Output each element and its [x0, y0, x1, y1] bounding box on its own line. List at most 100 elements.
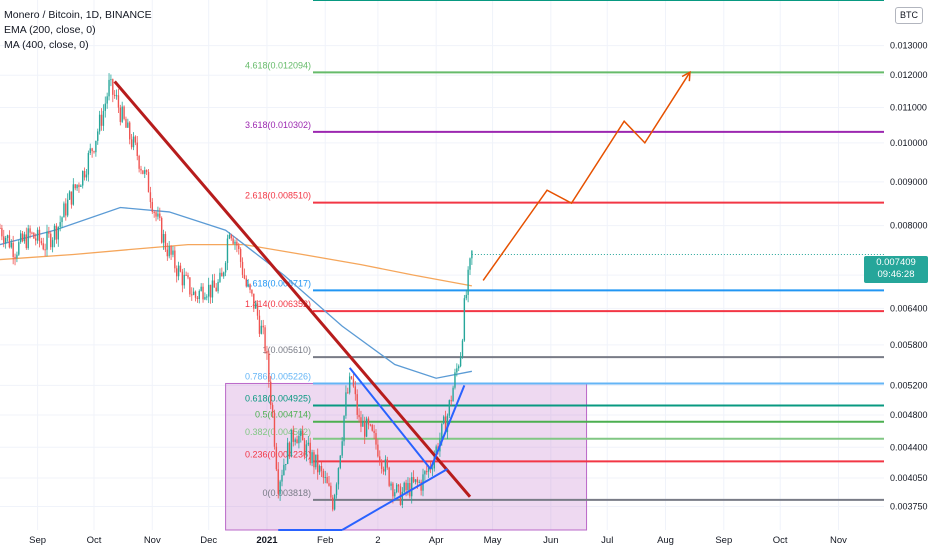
candle-body: [330, 485, 332, 498]
candle: [471, 250, 473, 265]
candle-body: [31, 232, 33, 234]
candle-body: [221, 272, 223, 277]
candle: [89, 143, 91, 156]
candle-body: [172, 250, 174, 255]
candle-body: [247, 284, 249, 286]
candle: [112, 78, 114, 103]
candle-body: [168, 246, 170, 257]
candle: [66, 193, 69, 218]
price-axis-label: 0.010000: [890, 138, 928, 148]
candle-body: [3, 236, 5, 243]
candle-body: [115, 95, 118, 97]
candle: [204, 292, 206, 301]
candle-body: [8, 235, 11, 248]
candle-body: [365, 418, 368, 437]
candle-body: [249, 284, 251, 290]
candle-body: [209, 284, 212, 298]
candle-body: [407, 483, 409, 491]
fib-label: 0.5(0.004714): [255, 410, 311, 420]
indicator-ema[interactable]: EMA (200, close, 0): [4, 24, 96, 36]
candle: [343, 415, 345, 446]
candle: [262, 319, 264, 335]
candle: [6, 234, 9, 242]
candle-body: [65, 203, 67, 216]
candle: [444, 410, 447, 433]
last-price-tag: 0.007409 09:46:28: [864, 256, 928, 283]
candle: [159, 207, 161, 221]
candle: [283, 458, 285, 476]
candle-body: [145, 170, 148, 172]
candle: [414, 479, 417, 485]
candle-body: [352, 378, 355, 387]
candle-body: [19, 233, 22, 243]
candle-body: [254, 303, 257, 309]
candle: [469, 257, 471, 276]
candle-body: [345, 392, 347, 416]
candle: [65, 198, 67, 221]
candle: [192, 287, 195, 296]
candle-body: [198, 290, 200, 299]
candle: [55, 223, 58, 244]
candle-body: [102, 110, 105, 126]
ema-200-line: [0, 206, 473, 379]
range-box: [225, 382, 588, 531]
candle-body: [414, 479, 417, 482]
candle: [106, 92, 108, 109]
candle: [83, 167, 86, 181]
wedge-lines: [278, 367, 466, 531]
projection-arrowhead: [681, 70, 691, 82]
candle: [78, 182, 80, 193]
candle: [162, 229, 165, 250]
time-axis-label: Nov: [144, 535, 161, 546]
candle-body: [384, 459, 387, 472]
candle-body: [177, 265, 180, 277]
candle-body: [328, 483, 330, 486]
candle-body: [256, 303, 259, 316]
candle: [104, 96, 106, 118]
price-axis-label: 0.006400: [890, 303, 928, 313]
candle-body: [106, 96, 108, 104]
candle: [110, 74, 112, 87]
candle: [130, 133, 133, 150]
candle-body: [129, 122, 131, 140]
candle: [29, 225, 31, 239]
candle-body: [452, 387, 454, 402]
price-axis-label: 0.012000: [890, 70, 928, 80]
candle: [365, 416, 368, 438]
candle: [95, 140, 97, 157]
candle-body: [189, 277, 191, 295]
currency-badge[interactable]: BTC: [895, 7, 923, 24]
candle: [211, 274, 214, 304]
candle-body: [35, 238, 37, 241]
candle-body: [97, 131, 99, 141]
candle-body: [55, 225, 58, 240]
time-axis-label: Jun: [543, 535, 558, 546]
candle-body: [431, 468, 434, 470]
candle: [36, 227, 39, 244]
candle-body: [0, 227, 1, 229]
candle-body: [207, 284, 210, 297]
candle: [102, 104, 105, 131]
candle: [467, 266, 469, 303]
candle-body: [10, 242, 12, 248]
candle: [268, 350, 270, 388]
candle-body: [426, 471, 428, 473]
candle: [317, 448, 319, 480]
candle-body: [76, 184, 78, 189]
candle: [18, 240, 20, 256]
candle: [113, 90, 116, 99]
fib-label: 3.618(0.010302): [245, 120, 311, 130]
candle: [254, 300, 257, 309]
candle: [397, 484, 400, 493]
candle: [25, 227, 28, 250]
indicator-ma[interactable]: MA (400, close, 0): [4, 39, 89, 51]
fib-label: 4.618(0.012094): [245, 60, 311, 70]
candle-body: [337, 468, 340, 485]
candle: [375, 429, 377, 450]
price-axis-label: 0.004400: [890, 442, 928, 452]
candle: [127, 118, 129, 128]
candle-body: [159, 213, 161, 218]
candle: [292, 425, 294, 447]
candle: [42, 237, 44, 251]
